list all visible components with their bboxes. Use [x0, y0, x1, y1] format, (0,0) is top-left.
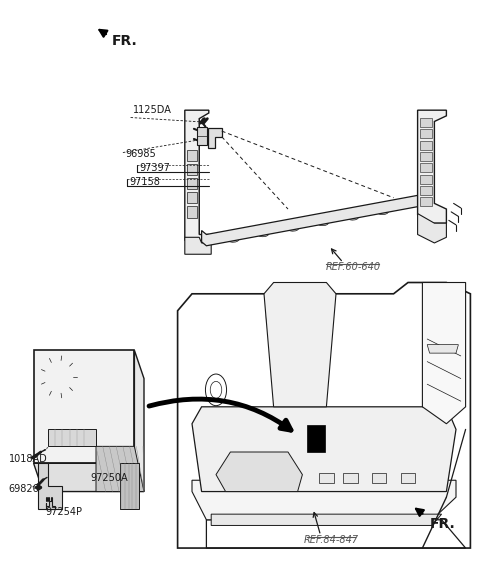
- Polygon shape: [420, 163, 432, 172]
- FancyBboxPatch shape: [53, 390, 57, 397]
- Text: 97158: 97158: [130, 177, 160, 188]
- Ellipse shape: [344, 210, 359, 220]
- FancyBboxPatch shape: [53, 410, 57, 416]
- FancyBboxPatch shape: [119, 409, 127, 417]
- Polygon shape: [187, 150, 197, 161]
- Polygon shape: [46, 501, 55, 509]
- Ellipse shape: [201, 236, 210, 244]
- Polygon shape: [202, 195, 425, 246]
- Ellipse shape: [256, 463, 283, 486]
- FancyBboxPatch shape: [119, 420, 127, 428]
- Polygon shape: [418, 110, 446, 223]
- Ellipse shape: [314, 215, 329, 225]
- Polygon shape: [96, 446, 144, 492]
- Polygon shape: [208, 128, 222, 148]
- Polygon shape: [187, 178, 197, 189]
- Polygon shape: [197, 127, 207, 145]
- FancyArrowPatch shape: [313, 512, 320, 533]
- Polygon shape: [192, 480, 456, 520]
- FancyBboxPatch shape: [78, 390, 82, 397]
- Polygon shape: [120, 463, 139, 508]
- Polygon shape: [420, 118, 432, 127]
- Polygon shape: [211, 514, 442, 525]
- Ellipse shape: [374, 204, 389, 215]
- Polygon shape: [372, 473, 386, 483]
- Polygon shape: [422, 282, 466, 424]
- Ellipse shape: [40, 359, 77, 395]
- FancyBboxPatch shape: [72, 399, 76, 406]
- Ellipse shape: [49, 367, 68, 386]
- Text: 97250A: 97250A: [90, 473, 128, 483]
- Ellipse shape: [284, 221, 300, 231]
- FancyBboxPatch shape: [59, 390, 63, 397]
- Text: REF.60-640: REF.60-640: [325, 262, 380, 272]
- Polygon shape: [216, 452, 302, 492]
- Ellipse shape: [254, 227, 270, 237]
- Polygon shape: [187, 206, 197, 218]
- Polygon shape: [187, 192, 197, 203]
- Ellipse shape: [229, 460, 258, 485]
- FancyBboxPatch shape: [59, 399, 63, 406]
- Text: REF.84-847: REF.84-847: [304, 535, 359, 545]
- Polygon shape: [185, 110, 209, 251]
- Polygon shape: [38, 463, 62, 508]
- Polygon shape: [420, 197, 432, 206]
- FancyBboxPatch shape: [72, 390, 76, 397]
- Text: 97397: 97397: [139, 163, 170, 173]
- FancyArrowPatch shape: [416, 508, 424, 516]
- FancyBboxPatch shape: [78, 399, 82, 406]
- Ellipse shape: [209, 140, 214, 145]
- Polygon shape: [134, 350, 144, 492]
- FancyBboxPatch shape: [59, 410, 63, 416]
- FancyBboxPatch shape: [119, 389, 127, 397]
- Polygon shape: [420, 141, 432, 150]
- Polygon shape: [319, 473, 334, 483]
- Polygon shape: [307, 425, 325, 452]
- Text: 97254P: 97254P: [46, 507, 83, 517]
- Polygon shape: [420, 186, 432, 195]
- Polygon shape: [192, 407, 456, 492]
- FancyBboxPatch shape: [65, 399, 70, 406]
- Polygon shape: [427, 345, 458, 353]
- FancyBboxPatch shape: [47, 390, 51, 397]
- Polygon shape: [343, 473, 358, 483]
- Text: FR.: FR.: [430, 517, 456, 531]
- Polygon shape: [185, 237, 211, 254]
- Polygon shape: [420, 152, 432, 161]
- Polygon shape: [187, 164, 197, 175]
- Polygon shape: [264, 282, 336, 407]
- FancyBboxPatch shape: [65, 390, 70, 397]
- Text: 1018AD: 1018AD: [9, 454, 48, 464]
- FancyBboxPatch shape: [119, 399, 127, 407]
- Polygon shape: [420, 175, 432, 184]
- FancyBboxPatch shape: [119, 380, 127, 388]
- FancyArrowPatch shape: [149, 399, 291, 430]
- Polygon shape: [48, 429, 96, 446]
- Text: FR.: FR.: [111, 34, 137, 47]
- Ellipse shape: [266, 285, 329, 347]
- FancyBboxPatch shape: [72, 410, 76, 416]
- FancyBboxPatch shape: [53, 399, 57, 406]
- FancyBboxPatch shape: [78, 410, 82, 416]
- Polygon shape: [420, 129, 432, 138]
- FancyBboxPatch shape: [47, 410, 51, 416]
- FancyArrowPatch shape: [332, 249, 341, 260]
- Text: 96985: 96985: [126, 149, 156, 159]
- Polygon shape: [34, 463, 144, 492]
- Polygon shape: [401, 473, 415, 483]
- FancyArrowPatch shape: [99, 30, 108, 37]
- Ellipse shape: [225, 232, 240, 242]
- Text: 1125DA: 1125DA: [133, 105, 172, 115]
- Text: 69826: 69826: [9, 484, 39, 494]
- Polygon shape: [418, 214, 446, 243]
- Polygon shape: [34, 350, 134, 463]
- FancyBboxPatch shape: [47, 399, 51, 406]
- FancyBboxPatch shape: [65, 410, 70, 416]
